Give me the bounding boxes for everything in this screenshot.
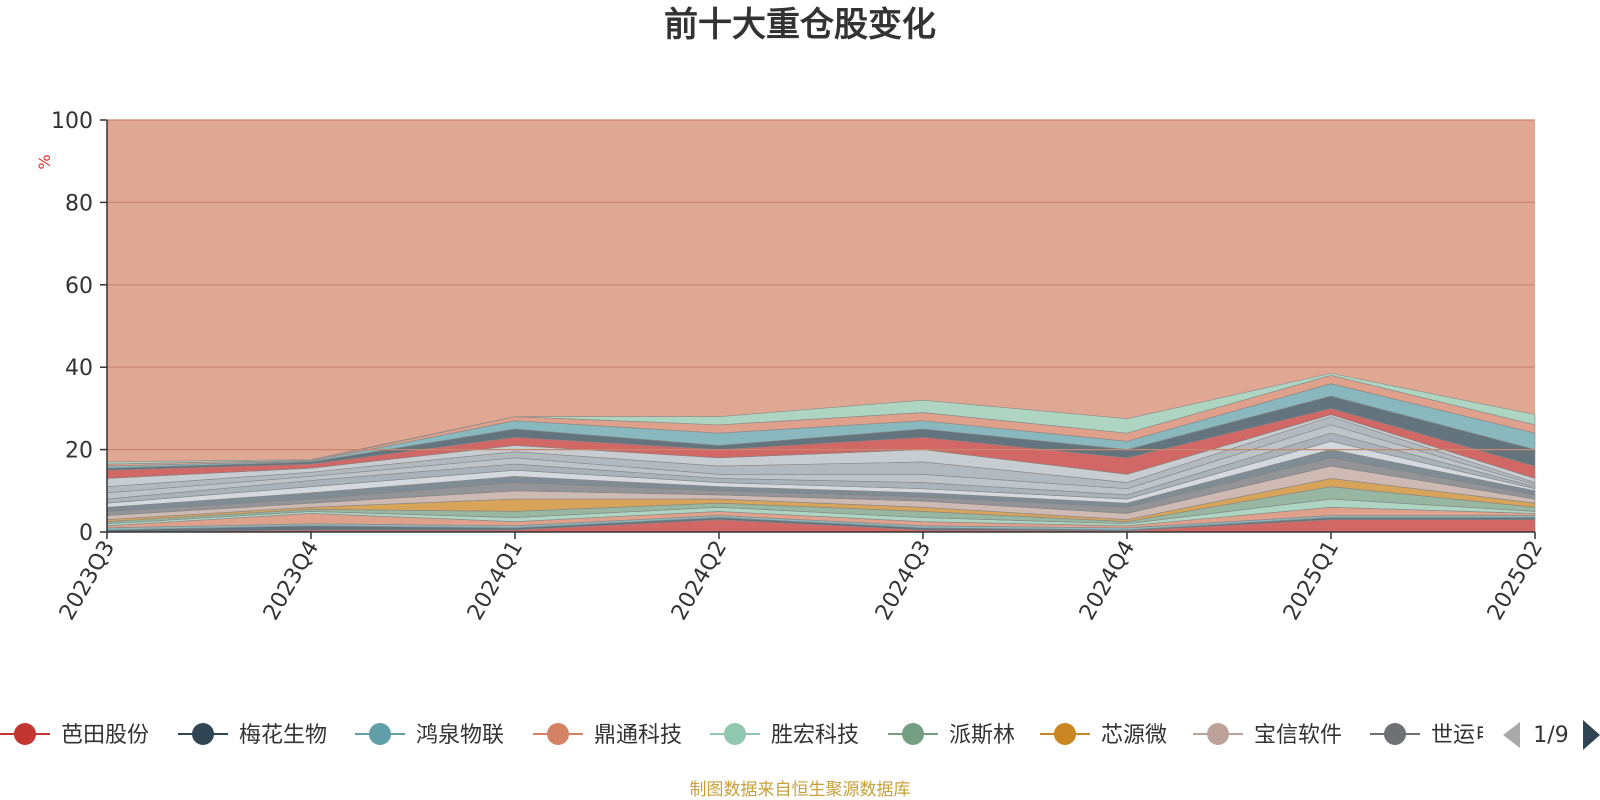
- legend-item-6[interactable]: 派斯林: [888, 723, 1015, 748]
- x-tick-label-2024Q4: 2024Q4: [1075, 537, 1140, 625]
- legend-circle-marker: [1207, 723, 1229, 745]
- legend-items: 芭田股份 梅花生物 鸿泉物联 鼎通科技 胜宏科技 派斯林 芯源微 宝信软件 世运电路: [0, 723, 1519, 748]
- legend-circle-marker: [547, 723, 569, 745]
- x-tick-label-2025Q1: 2025Q1: [1279, 537, 1344, 625]
- legend-circle-marker: [902, 723, 924, 745]
- legend-label: 鸿泉物联: [416, 723, 504, 748]
- y-tick-label-80: 80: [65, 191, 93, 216]
- triangle-left-icon[interactable]: [1503, 722, 1520, 748]
- legend-label: 芯源微: [1101, 723, 1167, 748]
- area-remainder: [107, 120, 1535, 462]
- legend-label: 派斯林: [949, 723, 1015, 748]
- legend-item-1[interactable]: 芭田股份: [0, 723, 149, 748]
- legend-circle-marker: [724, 723, 746, 745]
- legend-circle-marker: [1054, 723, 1076, 745]
- triangle-right-icon[interactable]: [1583, 720, 1600, 750]
- y-tick-label-100: 100: [51, 109, 93, 134]
- legend-label: 芭田股份: [61, 723, 149, 748]
- x-tick-label-2023Q3: 2023Q3: [55, 537, 120, 625]
- legend-label: 梅花生物: [239, 723, 327, 748]
- data-source-note: 制图数据来自恒生聚源数据库: [690, 780, 911, 800]
- legend-item-9[interactable]: 世运电路: [1370, 723, 1519, 748]
- legend-circle-marker: [1384, 723, 1406, 745]
- grid-lines: [107, 119, 1535, 451]
- legend-circle-marker: [192, 723, 214, 745]
- legend-label: 世运电路: [1431, 723, 1519, 748]
- plot-areas: [106, 120, 1536, 533]
- y-tick-label-20: 20: [65, 439, 93, 464]
- y-tick-label-40: 40: [65, 356, 93, 381]
- legend-circle-marker: [14, 723, 36, 745]
- legend-item-7[interactable]: 芯源微: [1040, 723, 1167, 748]
- x-tick-label-2024Q3: 2024Q3: [871, 537, 936, 625]
- x-tick-label-2024Q2: 2024Q2: [667, 537, 732, 625]
- x-tick-label-2023Q4: 2023Q4: [259, 537, 324, 625]
- y-axis-unit-label: %: [35, 154, 54, 169]
- legend-item-3[interactable]: 鸿泉物联: [355, 723, 504, 748]
- legend-item-5[interactable]: 胜宏科技: [710, 723, 859, 748]
- legend-circle-marker: [369, 723, 391, 745]
- legend-page-indicator: 1/9: [1533, 723, 1568, 748]
- legend-label: 宝信软件: [1254, 723, 1342, 748]
- y-tick-label-0: 0: [79, 521, 93, 546]
- area-band-20: [106, 373, 1536, 465]
- chart-title: 前十大重仓股变化: [664, 5, 936, 45]
- y-tick-label-60: 60: [65, 274, 93, 299]
- legend-item-4[interactable]: 鼎通科技: [533, 723, 682, 748]
- legend: 芭田股份 梅花生物 鸿泉物联 鼎通科技 胜宏科技 派斯林 芯源微 宝信软件 世运电路 1/9: [0, 720, 1600, 750]
- legend-item-8[interactable]: 宝信软件: [1193, 723, 1342, 748]
- legend-label: 胜宏科技: [771, 723, 859, 748]
- legend-label: 鼎通科技: [594, 723, 682, 748]
- x-tick-label-2025Q2: 2025Q2: [1483, 537, 1548, 625]
- legend-item-2[interactable]: 梅花生物: [178, 723, 327, 748]
- x-tick-label-2024Q1: 2024Q1: [463, 537, 528, 625]
